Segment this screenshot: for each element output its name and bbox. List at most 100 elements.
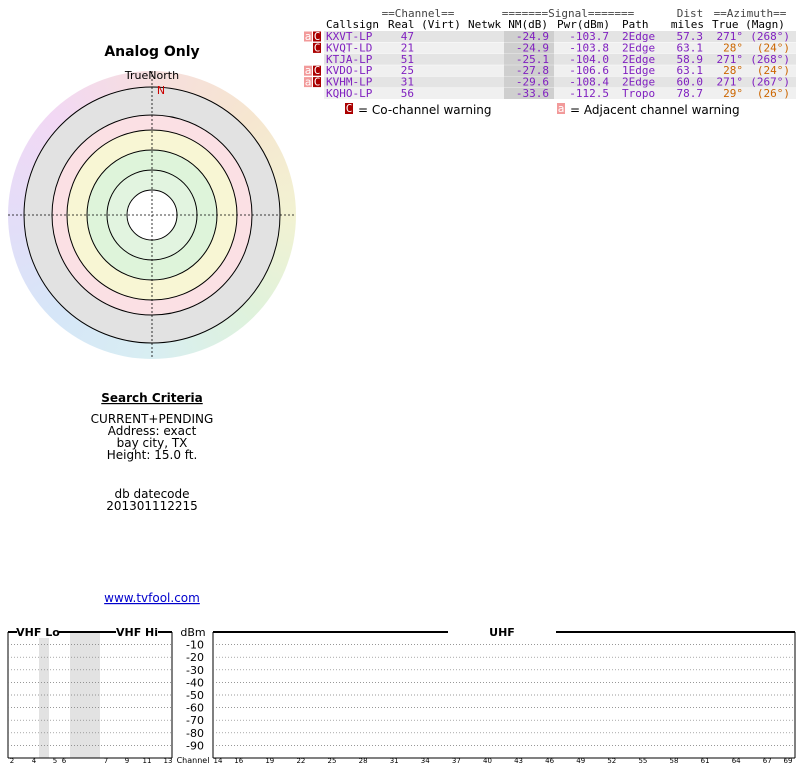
uhf-channel-label: 22 [296,757,305,765]
band-label-bg [116,626,158,638]
warning-flag-box [313,42,321,53]
warning-flag: C [314,41,321,54]
y-tick-label: -60 [186,702,204,715]
criteria-line: Address: exact [108,424,197,438]
vhf-channel-label: 11 [143,757,152,765]
legend-adj-text: = Adjacent channel warning [570,103,740,117]
cell-real: 47 [401,30,414,43]
north-marker: N [157,84,165,97]
uhf-channel-label: 52 [607,757,616,765]
column-header: Netwk [468,18,501,31]
criteria-line: CURRENT+PENDING [91,412,214,426]
cell-pwr: -104.0 [569,53,609,66]
cell-real: 51 [401,53,414,66]
group-header: Dist [677,7,704,20]
cell-true: 29° [723,87,743,100]
cell-magn: (24°) [757,64,790,77]
y-tick-label: -30 [186,664,204,677]
cell-magn: (24°) [757,41,790,54]
row-background [324,76,796,88]
uhf-channel-label: 14 [214,757,223,765]
group-header: ==Azimuth== [714,7,787,20]
warning-flag: C [314,30,321,43]
warning-flag-box [313,65,321,76]
column-header: Pwr(dBm) [557,18,610,31]
cell-nm: -24.9 [516,30,549,43]
cell-true: 271° [717,76,744,89]
cell-callsign: KVQT-LD [326,41,372,54]
cell-nm: -25.1 [516,53,549,66]
warning-flag: a [305,64,312,77]
cell-pwr: -108.4 [569,76,609,89]
column-header: miles [671,18,704,31]
y-tick-label: -40 [186,676,204,689]
y-tick-label: -10 [186,639,204,652]
uhf-channel-label: 37 [452,757,461,765]
cell-callsign: KTJA-LP [326,53,373,66]
cell-path: Tropo [622,87,655,100]
uhf-channel-label: 34 [421,757,430,765]
uhf-channel-label: 67 [763,757,772,765]
column-header: Real (Virt) [388,18,461,31]
y-tick-label: -90 [186,739,204,752]
cell-real: 56 [401,87,414,100]
warning-flag-box [304,65,312,76]
uhf-channel-label: 43 [514,757,523,765]
nm-cell-background [504,31,554,42]
vhf-channel-label: 2 [10,757,14,765]
legend-co-box [345,103,353,114]
y-tick-label: -20 [186,651,204,664]
band-label: UHF [489,626,515,639]
cell-dist: 58.9 [677,53,704,66]
cell-true: 271° [717,53,744,66]
warning-flag: C [314,76,321,89]
cell-path: 1Edge [622,64,655,77]
row-background [324,88,796,99]
cell-magn: (26°) [757,87,790,100]
y-tick-label: -70 [186,714,204,727]
warning-flag-box [304,77,312,88]
uhf-channel-label: 69 [784,757,793,765]
cell-dist: 57.3 [677,30,704,43]
y-tick-label: -80 [186,727,204,740]
report-title: Analog Only [104,44,199,60]
cell-magn: (268°) [750,53,790,66]
nm-cell-background [504,76,554,88]
cell-pwr: -106.6 [569,64,609,77]
site-link[interactable]: www.tvfool.com [104,591,200,605]
vhf-channel-label: 7 [104,757,108,765]
cell-true: 271° [717,30,744,43]
cell-callsign: KQHO-LP [326,87,373,100]
cell-magn: (267°) [750,76,790,89]
vhf-channel-label: 9 [125,757,129,765]
uhf-channel-label: 46 [545,757,554,765]
uhf-channel-label: 25 [328,757,337,765]
nm-cell-background [504,88,554,99]
vhf-channel-label: 13 [164,757,173,765]
band-label-bg [17,626,59,638]
uhf-channel-label: 40 [483,757,492,765]
uhf-channel-label: 19 [265,757,274,765]
datecode-label: db datecode [114,487,189,501]
warning-flag: C [314,64,321,77]
compass-label: TrueNorth [124,69,179,82]
cell-dist: 63.1 [677,64,704,77]
vhf-channel-label: 5 [53,757,57,765]
legend-co-flag: C [346,102,353,115]
cell-pwr: -103.8 [569,41,609,54]
cell-real: 25 [401,64,414,77]
group-header: ==Channel== [382,7,455,20]
warning-flag-box [304,31,312,42]
cell-dist: 63.1 [677,41,704,54]
cell-true: 28° [723,64,743,77]
warning-flag-box [313,31,321,42]
cell-true: 28° [723,41,743,54]
row-background [324,65,796,77]
band-label: VHF Hi [116,626,158,639]
cell-nm: -27.8 [516,64,549,77]
cell-nm: -24.9 [516,41,549,54]
criteria-line: bay city, TX [117,436,188,450]
cell-callsign: KXVT-LP [326,30,373,43]
uhf-channel-label: 16 [234,757,243,765]
